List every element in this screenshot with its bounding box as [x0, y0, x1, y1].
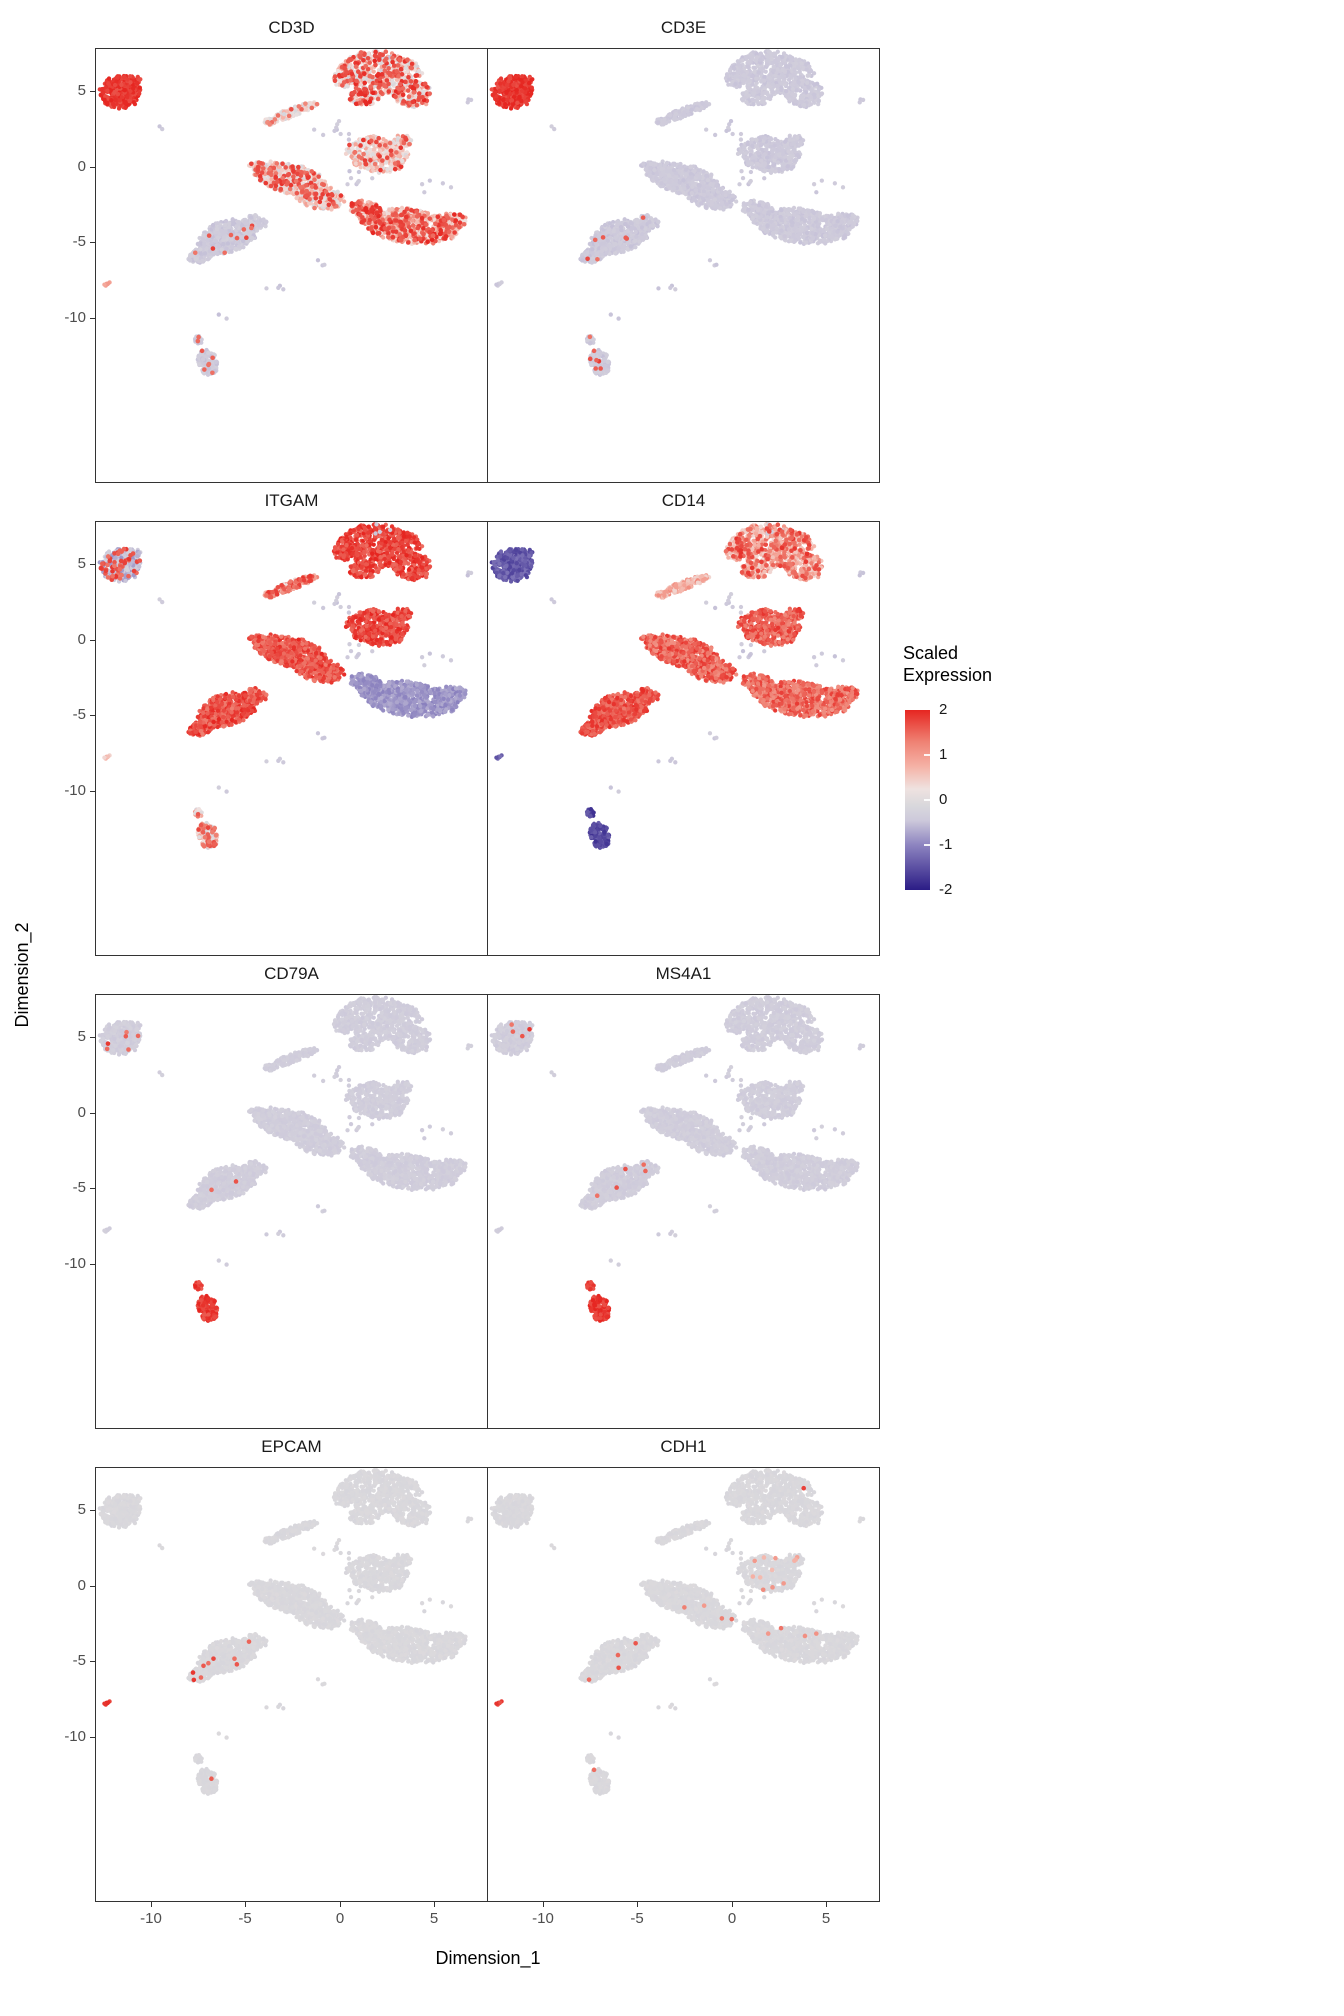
- x-axis-tick-label: -5: [238, 1910, 252, 1927]
- legend-tick-label: -1: [939, 836, 953, 853]
- umap-canvas-MS4A1: [488, 995, 879, 1428]
- x-axis-tick: [245, 1902, 246, 1907]
- legend-tick-label: 1: [939, 746, 948, 763]
- y-axis-tick: [90, 715, 95, 716]
- y-axis-tick: [90, 1737, 95, 1738]
- umap-panel-MS4A1: [487, 994, 880, 1429]
- panel-title: EPCAM: [261, 1437, 322, 1456]
- y-axis-tick: [90, 1188, 95, 1189]
- legend-tick-mark: [924, 754, 930, 756]
- x-axis-tick: [637, 1902, 638, 1907]
- x-axis-tick: [826, 1902, 827, 1907]
- y-axis-tick: [90, 1264, 95, 1265]
- y-axis-tick-label: 0: [77, 1577, 86, 1594]
- y-axis-tick-label: 5: [77, 82, 86, 99]
- y-axis-tick: [90, 1661, 95, 1662]
- umap-canvas-CD3D: [96, 49, 487, 482]
- y-axis-tick-label: -10: [64, 1728, 86, 1745]
- y-axis-tick-label: -5: [72, 233, 86, 250]
- y-axis-tick-label: 0: [77, 158, 86, 175]
- umap-panel-EPCAM: [95, 1467, 488, 1902]
- panel-title: ITGAM: [264, 491, 319, 510]
- legend-title: Scaled Expression: [903, 643, 993, 685]
- y-axis-tick-label: 5: [77, 1028, 86, 1045]
- umap-canvas-CD79A: [96, 995, 487, 1428]
- legend-tick-mark: [924, 844, 930, 846]
- legend-tick-label: 2: [939, 701, 948, 718]
- y-axis-tick-label: -5: [72, 1652, 86, 1669]
- y-axis-tick-label: 5: [77, 555, 86, 572]
- y-axis-tick: [90, 1586, 95, 1587]
- y-axis-label: Dimension_2: [12, 922, 32, 1028]
- x-axis-label: Dimension_1: [435, 1948, 541, 1968]
- panel-title: CD3D: [268, 18, 315, 37]
- umap-canvas-CD14: [488, 522, 879, 955]
- y-axis-tick: [90, 242, 95, 243]
- legend-colorbar-area: 2 1 0 -1 -2: [905, 701, 1075, 898]
- x-axis-tick-label: -10: [532, 1910, 554, 1927]
- y-axis-tick: [90, 564, 95, 565]
- y-axis-tick-label: -5: [72, 1179, 86, 1196]
- y-axis-tick-label: 0: [77, 631, 86, 648]
- y-axis-tick: [90, 167, 95, 168]
- umap-panel-ITGAM: [95, 521, 488, 956]
- umap-panel-CD79A: [95, 994, 488, 1429]
- legend-tick-label: -2: [939, 881, 953, 898]
- umap-canvas-EPCAM: [96, 1468, 487, 1901]
- umap-panel-CD3D: [95, 48, 488, 483]
- y-axis-tick: [90, 640, 95, 641]
- y-axis-tick: [90, 318, 95, 319]
- panel-title: CDH1: [660, 1437, 707, 1456]
- x-axis-tick: [151, 1902, 152, 1907]
- x-axis-tick: [340, 1902, 341, 1907]
- x-axis-tick-label: 5: [429, 1910, 439, 1927]
- x-axis-tick-label: -5: [630, 1910, 644, 1927]
- umap-panel-CD3E: [487, 48, 880, 483]
- y-axis-tick-label: -5: [72, 706, 86, 723]
- legend-tick-mark: [924, 799, 930, 801]
- panel-title: CD14: [661, 491, 706, 510]
- x-axis-tick: [434, 1902, 435, 1907]
- y-axis-tick: [90, 1510, 95, 1511]
- y-axis-tick-label: -10: [64, 1255, 86, 1272]
- x-axis-tick-label: 0: [727, 1910, 737, 1927]
- y-axis-tick-label: 0: [77, 1104, 86, 1121]
- y-axis-tick: [90, 1113, 95, 1114]
- y-axis-tick-label: -10: [64, 782, 86, 799]
- legend-tick-label: 0: [939, 791, 948, 808]
- umap-panel-CDH1: [487, 1467, 880, 1902]
- panel-title: MS4A1: [655, 964, 712, 983]
- panel-title: CD79A: [264, 964, 319, 983]
- umap-panel-CD14: [487, 521, 880, 956]
- panel-title: CD3E: [660, 18, 707, 37]
- x-axis-tick: [732, 1902, 733, 1907]
- umap-canvas-ITGAM: [96, 522, 487, 955]
- umap-canvas-CD3E: [488, 49, 879, 482]
- legend: Scaled Expression 2 1 0 -1 -2: [903, 642, 1078, 898]
- x-axis-tick-label: 5: [821, 1910, 831, 1927]
- y-axis-tick: [90, 1037, 95, 1038]
- umap-canvas-CDH1: [488, 1468, 879, 1901]
- y-axis-tick: [90, 91, 95, 92]
- x-axis-tick: [543, 1902, 544, 1907]
- y-axis-tick-label: 5: [77, 1501, 86, 1518]
- x-axis-tick-label: -10: [140, 1910, 162, 1927]
- y-axis-tick-label: -10: [64, 309, 86, 326]
- x-axis-tick-label: 0: [335, 1910, 345, 1927]
- y-axis-tick: [90, 791, 95, 792]
